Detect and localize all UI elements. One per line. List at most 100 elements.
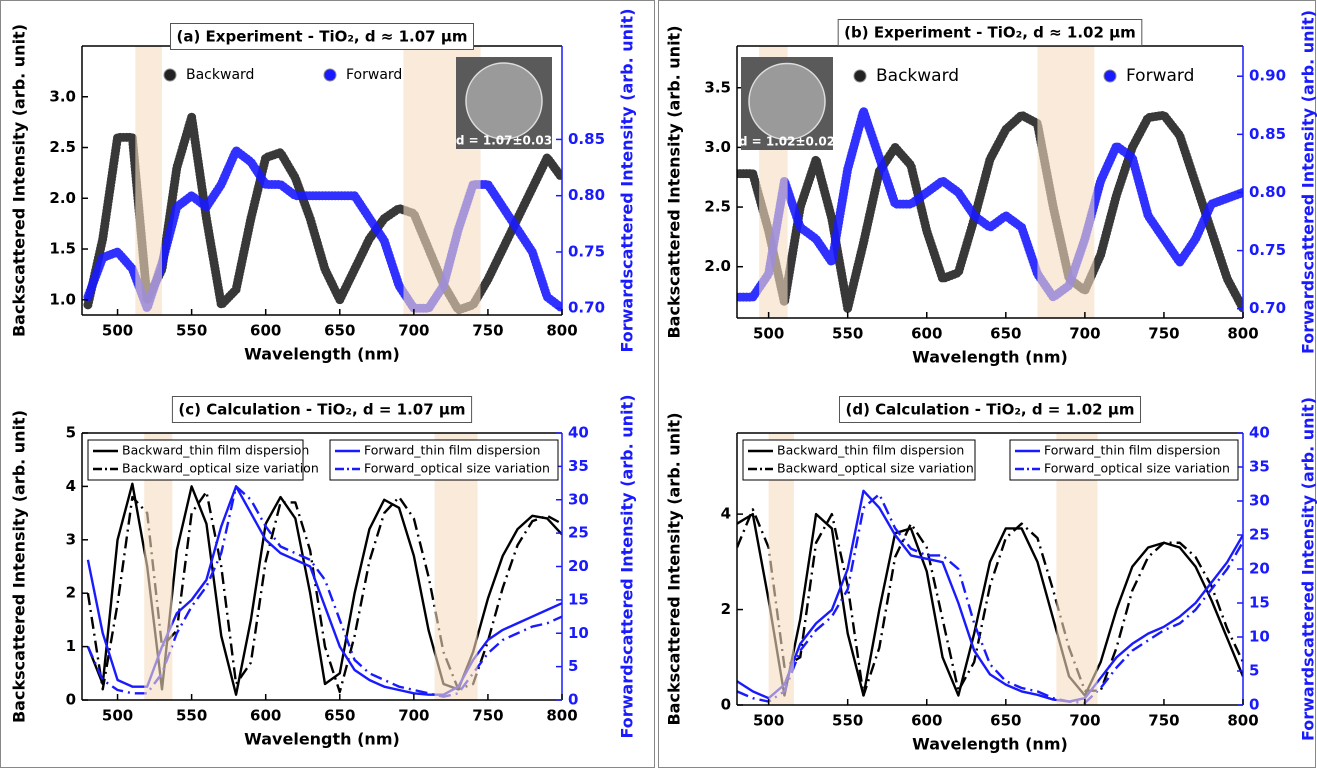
y2-tick-label: 0.80 [568, 186, 605, 204]
y-axis-label: Backscattered Intensity (arb. unit) [10, 410, 29, 723]
x-tick-label: 800 [546, 322, 577, 340]
y-tick-label: 3 [66, 530, 76, 548]
plot-area [737, 491, 1243, 703]
x-tick-label: 800 [546, 707, 577, 725]
x-tick-label: 700 [398, 322, 429, 340]
y2-tick-label: 0.80 [1249, 183, 1286, 201]
x-tick-label: 700 [398, 707, 429, 725]
y-axis-label: Backscattered Intensity (arb. unit) [665, 25, 684, 338]
y2-tick-label: 5 [1249, 662, 1259, 680]
y2-tick-label: 40 [1249, 424, 1270, 442]
y-tick-label: 2.5 [49, 138, 76, 156]
x-axis-label: Wavelength (nm) [912, 348, 1068, 367]
curve [737, 514, 1243, 695]
y-tick-label: 0 [66, 691, 76, 709]
x-tick-label: 750 [1148, 325, 1179, 343]
legend-label: Forward [346, 67, 402, 83]
curve [737, 494, 1243, 703]
legend-label: Forward_optical size variation [364, 461, 550, 476]
y-tick-label: 4 [721, 505, 731, 523]
legend-marker [164, 69, 176, 81]
y2-tick-label: 30 [1249, 492, 1270, 510]
y2-tick-label: 0.90 [1249, 67, 1286, 85]
x-tick-label: 750 [472, 707, 503, 725]
y2-tick-label: 0.70 [568, 299, 605, 317]
x-tick-label: 650 [990, 712, 1021, 730]
chart-title: (b) Experiment - TiO₂, d ≈ 1.02 μm [844, 24, 1136, 42]
legend-label: Forward_thin film dispersion [364, 443, 540, 458]
legend-label: Forward_thin film dispersion [1044, 443, 1220, 458]
y2-tick-label: 0.85 [1249, 125, 1286, 143]
y-tick-label: 1.0 [49, 290, 76, 308]
y-tick-label: 3.0 [49, 87, 76, 105]
y-tick-label: 1.5 [49, 240, 76, 258]
curve [737, 491, 1243, 702]
y-tick-label: 2 [66, 584, 76, 602]
legend-marker [1104, 70, 1116, 82]
y2-axis-label: Forwardscattered Intensity (arb. unit) [618, 8, 637, 352]
y2-tick-label: 15 [568, 590, 589, 608]
panel-border [1, 1, 655, 768]
y2-tick-label: 20 [1249, 560, 1270, 578]
legend-label: Backward_optical size variation [122, 461, 319, 476]
x-tick-label: 550 [176, 707, 207, 725]
legend-label: Forward [1126, 66, 1194, 86]
legend-label: Backward [876, 66, 959, 86]
chart-title: (d) Calculation - TiO₂, d = 1.02 μm [845, 401, 1134, 419]
legend-label: Backward_thin film dispersion [777, 443, 964, 458]
y-tick-label: 3.0 [704, 138, 731, 156]
y-tick-label: 1 [66, 637, 76, 655]
x-tick-label: 750 [472, 322, 503, 340]
x-tick-label: 550 [832, 712, 863, 730]
x-axis-label: Wavelength (nm) [912, 735, 1068, 754]
inset-label: d = 1.07±0.03 [456, 134, 552, 148]
x-tick-label: 750 [1148, 712, 1179, 730]
y2-axis-label: Forwardscattered Intensity (arb. unit) [1299, 10, 1317, 354]
y2-tick-label: 0 [1249, 696, 1259, 714]
y2-tick-label: 0.70 [1249, 299, 1286, 317]
y-tick-label: 0 [721, 696, 731, 714]
y2-axis-label: Forwardscattered Intensity (arb. unit) [618, 394, 637, 738]
x-tick-label: 800 [1227, 712, 1258, 730]
y2-tick-label: 25 [1249, 526, 1270, 544]
chart-title: (c) Calculation - TiO₂, d = 1.07 μm [178, 401, 465, 419]
y-tick-label: 2.5 [704, 198, 731, 216]
x-tick-label: 600 [911, 712, 942, 730]
x-axis-label: Wavelength (nm) [244, 345, 400, 364]
x-tick-label: 500 [753, 325, 784, 343]
legend-marker [854, 70, 866, 82]
x-tick-label: 550 [832, 325, 863, 343]
legend-marker [324, 69, 336, 81]
y2-tick-label: 10 [1249, 628, 1270, 646]
x-tick-label: 600 [250, 707, 281, 725]
y-tick-label: 5 [66, 424, 76, 442]
y-tick-label: 2.0 [49, 189, 76, 207]
x-tick-label: 600 [911, 325, 942, 343]
y2-tick-label: 10 [568, 624, 589, 642]
y2-tick-label: 0 [568, 691, 578, 709]
y2-tick-label: 0.75 [1249, 241, 1286, 259]
x-axis-label: Wavelength (nm) [244, 730, 400, 749]
chart-title: (a) Experiment - TiO₂, d ≈ 1.07 μm [176, 28, 467, 46]
x-tick-label: 700 [1069, 325, 1100, 343]
x-tick-label: 700 [1069, 712, 1100, 730]
y2-tick-label: 20 [568, 557, 589, 575]
x-tick-label: 650 [990, 325, 1021, 343]
y2-axis-label: Forwardscattered Intensity (arb. unit) [1299, 397, 1317, 741]
legend-label: Backward [186, 67, 254, 83]
x-tick-label: 550 [176, 322, 207, 340]
y-axis-label: Backscattered Intensity (arb. unit) [665, 412, 684, 725]
x-tick-label: 650 [324, 322, 355, 340]
y-tick-label: 3.5 [704, 78, 731, 96]
y2-tick-label: 30 [568, 490, 589, 508]
y2-tick-label: 35 [568, 457, 589, 475]
legend-label: Backward_optical size variation [777, 461, 974, 476]
legend-label: Backward_thin film dispersion [122, 443, 309, 458]
x-tick-label: 600 [250, 322, 281, 340]
y2-tick-label: 0.85 [568, 130, 605, 148]
legend-label: Forward_optical size variation [1044, 461, 1230, 476]
